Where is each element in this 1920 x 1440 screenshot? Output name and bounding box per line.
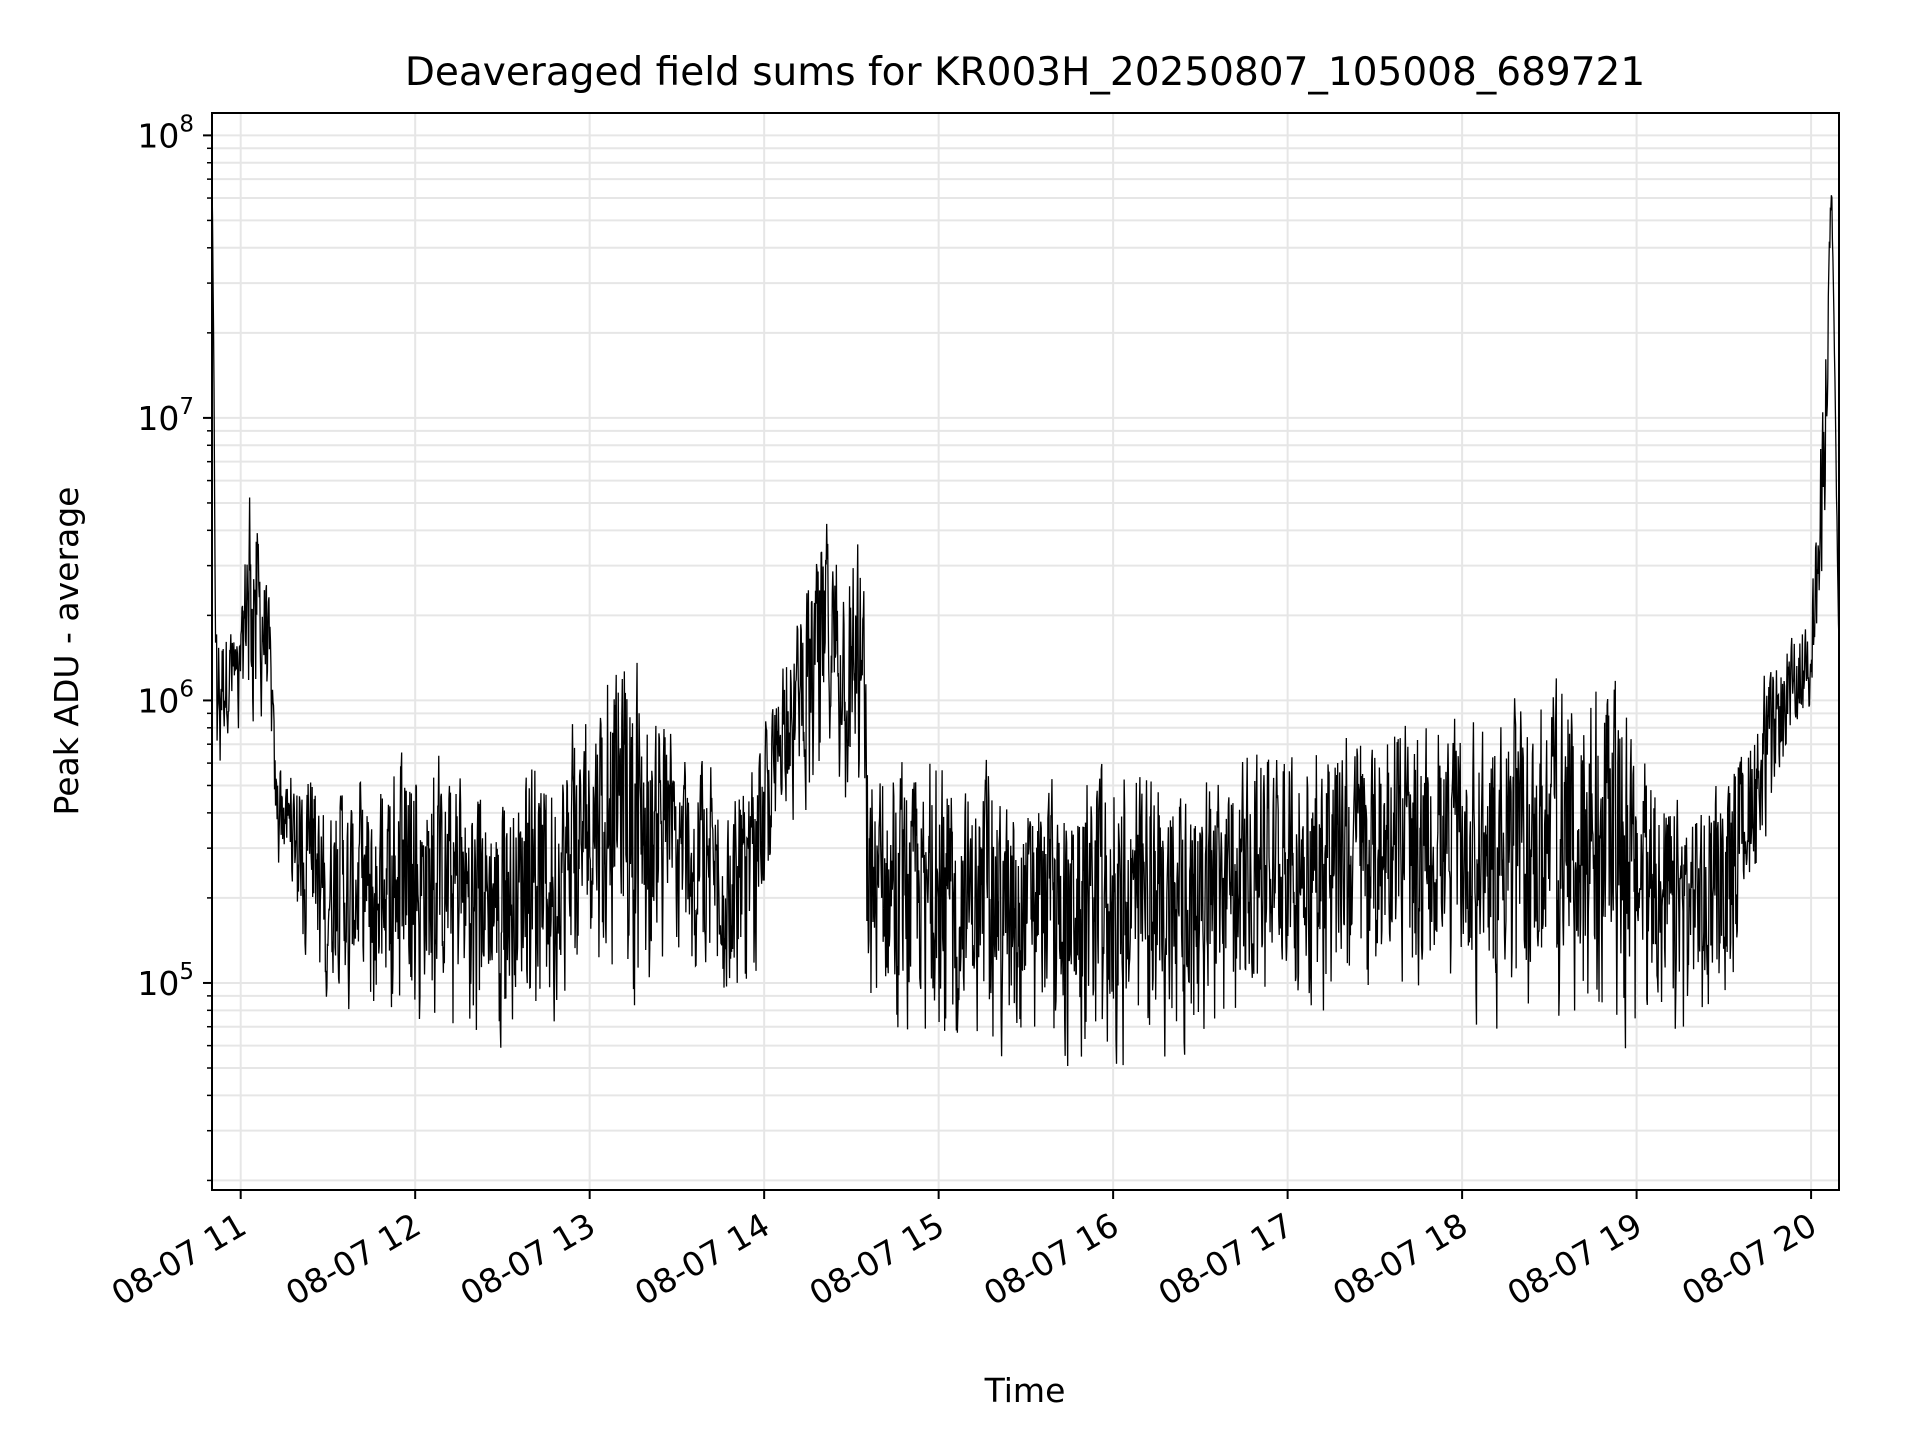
y-tick-exponent: 5: [179, 959, 194, 985]
y-tick-exponent: 8: [179, 111, 194, 137]
y-tick-base: 10: [137, 399, 179, 438]
plot-frame: [211, 112, 1840, 1191]
y-axis-label: Peak ADU - average: [47, 487, 86, 816]
y-tick-base: 10: [137, 116, 179, 155]
y-tick-label: 108: [137, 111, 194, 155]
y-tick-label: 107: [137, 394, 194, 438]
y-tick-exponent: 6: [179, 676, 194, 702]
y-tick-exponent: 7: [179, 394, 194, 420]
x-axis-label: Time: [984, 1371, 1066, 1410]
y-tick-label: 106: [137, 676, 194, 720]
series-line: [211, 183, 1840, 1066]
y-tick-label: 105: [137, 959, 194, 1003]
y-tick-base: 10: [137, 964, 179, 1003]
chart-title: Deaveraged field sums for KR003H_2025080…: [405, 50, 1645, 95]
series-trace: [211, 183, 1840, 1066]
y-tick-base: 10: [137, 681, 179, 720]
